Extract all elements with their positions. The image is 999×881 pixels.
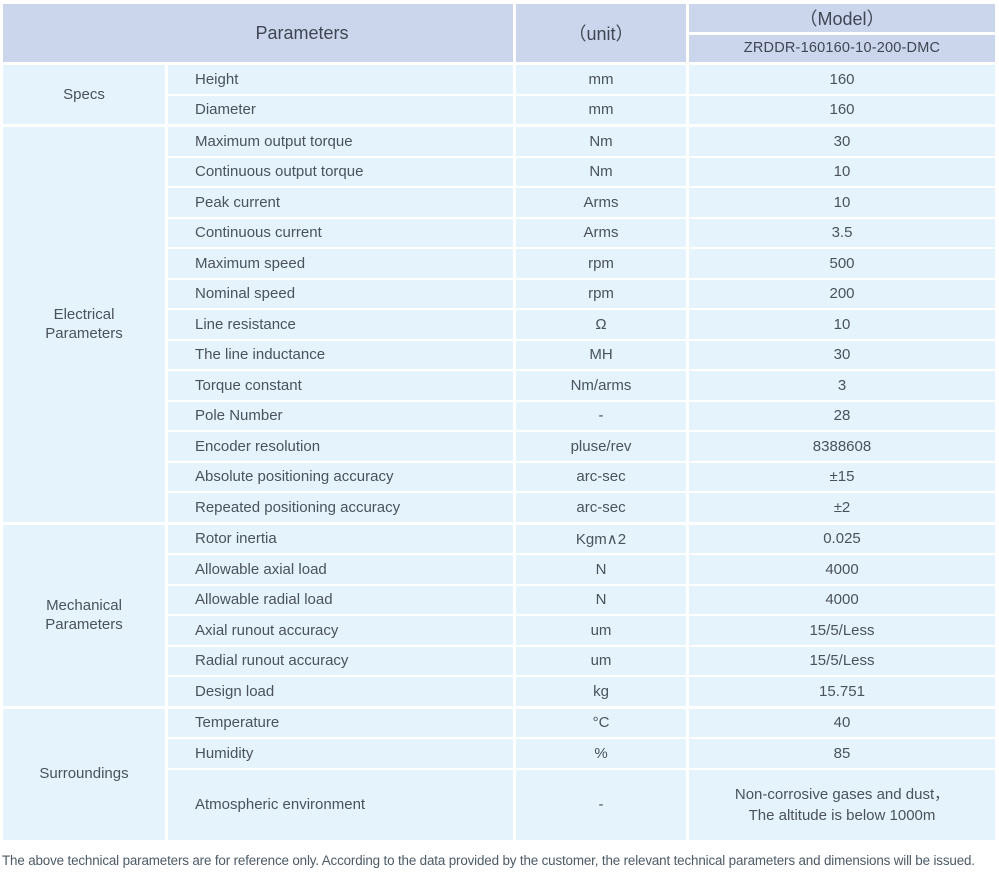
- unit-cell: rpm: [516, 249, 686, 278]
- value-cell: Non-corrosive gases and dust， The altitu…: [689, 769, 995, 840]
- value-cell: 40: [689, 708, 995, 737]
- value-cell: 30: [689, 127, 995, 156]
- param-cell: Allowable axial load: [168, 555, 513, 584]
- unit-cell: Nm/arms: [516, 371, 686, 400]
- unit-cell: um: [516, 646, 686, 675]
- unit-cell: Nm: [516, 127, 686, 156]
- value-cell: 200: [689, 279, 995, 308]
- unit-cell: Arms: [516, 188, 686, 217]
- value-cell: 30: [689, 340, 995, 369]
- value-cell: 3: [689, 371, 995, 400]
- unit-cell: %: [516, 739, 686, 768]
- unit-cell: -: [516, 401, 686, 430]
- section-label: Electrical Parameters: [3, 127, 165, 522]
- param-cell: The line inductance: [168, 340, 513, 369]
- param-cell: Height: [168, 65, 513, 94]
- param-cell: Continuous current: [168, 218, 513, 247]
- unit-cell: mm: [516, 65, 686, 94]
- header-parameters: Parameters: [3, 4, 513, 62]
- footnote: The above technical parameters are for r…: [2, 852, 975, 868]
- unit-cell: arc-sec: [516, 493, 686, 522]
- param-cell: Radial runout accuracy: [168, 646, 513, 675]
- value-cell: 15.751: [689, 677, 995, 706]
- unit-cell: arc-sec: [516, 462, 686, 491]
- param-cell: Pole Number: [168, 401, 513, 430]
- value-cell: 4000: [689, 585, 995, 614]
- section-label: Surroundings: [3, 708, 165, 840]
- value-cell: 0.025: [689, 524, 995, 553]
- param-cell: Rotor inertia: [168, 524, 513, 553]
- param-cell: Peak current: [168, 188, 513, 217]
- section-label-text: Specs: [63, 85, 105, 103]
- unit-cell: N: [516, 555, 686, 584]
- value-cell: 85: [689, 739, 995, 768]
- section-label-text: Electrical Parameters: [45, 305, 123, 343]
- param-cell: Axial runout accuracy: [168, 616, 513, 645]
- param-cell: Design load: [168, 677, 513, 706]
- param-cell: Line resistance: [168, 310, 513, 339]
- param-cell: Maximum speed: [168, 249, 513, 278]
- param-cell: Diameter: [168, 95, 513, 124]
- param-cell: Continuous output torque: [168, 157, 513, 186]
- param-cell: Repeated positioning accuracy: [168, 493, 513, 522]
- value-cell: 15/5/Less: [689, 646, 995, 675]
- unit-cell: Kgm∧2: [516, 524, 686, 553]
- param-cell: Humidity: [168, 739, 513, 768]
- section-surroundings: Surroundings Temperature °C 40 Humidity …: [3, 708, 995, 840]
- param-cell: Maximum output torque: [168, 127, 513, 156]
- section-label: Mechanical Parameters: [3, 524, 165, 706]
- value-cell: 4000: [689, 555, 995, 584]
- value-cell: 500: [689, 249, 995, 278]
- value-cell: 10: [689, 188, 995, 217]
- section-electrical: Electrical Parameters Maximum output tor…: [3, 127, 995, 522]
- value-cell: ±15: [689, 462, 995, 491]
- section-label-text: Mechanical Parameters: [45, 596, 123, 634]
- param-cell: Encoder resolution: [168, 432, 513, 461]
- value-cell: 28: [689, 401, 995, 430]
- param-cell: Allowable radial load: [168, 585, 513, 614]
- value-cell: 15/5/Less: [689, 616, 995, 645]
- unit-cell: pluse/rev: [516, 432, 686, 461]
- unit-cell: MH: [516, 340, 686, 369]
- section-label: Specs: [3, 65, 165, 124]
- value-cell: 160: [689, 65, 995, 94]
- unit-cell: °C: [516, 708, 686, 737]
- param-cell: Torque constant: [168, 371, 513, 400]
- unit-cell: kg: [516, 677, 686, 706]
- section-specs: Specs Height mm 160 Diameter mm 160: [3, 65, 995, 124]
- value-cell: ±2: [689, 493, 995, 522]
- unit-cell: -: [516, 769, 686, 840]
- param-cell: Atmospheric environment: [168, 769, 513, 840]
- value-cell: 3.5: [689, 218, 995, 247]
- table-header: Parameters （unit） （Model） ZRDDR-160160-1…: [3, 4, 995, 62]
- unit-cell: rpm: [516, 279, 686, 308]
- unit-cell: Nm: [516, 157, 686, 186]
- header-unit: （unit）: [516, 4, 686, 62]
- section-mechanical: Mechanical Parameters Rotor inertia Kgm∧…: [3, 524, 995, 706]
- unit-cell: um: [516, 616, 686, 645]
- unit-cell: mm: [516, 95, 686, 124]
- header-model: （Model）: [689, 4, 995, 32]
- param-cell: Absolute positioning accuracy: [168, 462, 513, 491]
- unit-cell: Ω: [516, 310, 686, 339]
- section-label-text: Surroundings: [39, 765, 129, 783]
- value-cell: 10: [689, 157, 995, 186]
- param-cell: Temperature: [168, 708, 513, 737]
- value-cell: 10: [689, 310, 995, 339]
- value-cell: 160: [689, 95, 995, 124]
- param-cell: Nominal speed: [168, 279, 513, 308]
- unit-cell: Arms: [516, 218, 686, 247]
- value-cell: 8388608: [689, 432, 995, 461]
- header-model-number: ZRDDR-160160-10-200-DMC: [689, 34, 995, 62]
- unit-cell: N: [516, 585, 686, 614]
